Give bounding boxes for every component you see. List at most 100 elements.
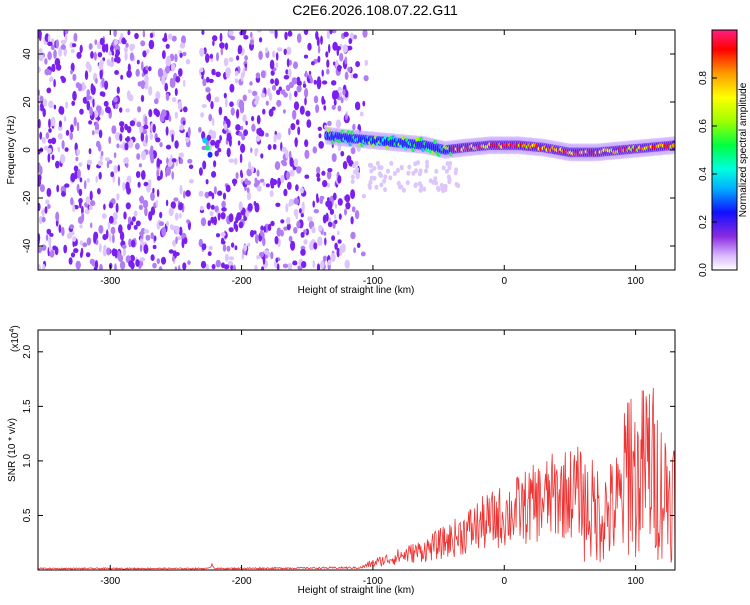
noise-speckle [156, 169, 160, 178]
noise-speckle [255, 72, 261, 79]
noise-speckle [101, 77, 105, 88]
noise-speckle [72, 90, 77, 101]
noise-speckle [289, 92, 292, 101]
noise-speckle [220, 47, 223, 56]
noise-speckle [144, 73, 149, 84]
noise-speckle [260, 70, 266, 79]
noise-speckle [75, 260, 81, 270]
noise-speckle [47, 51, 52, 61]
y-tick-label: 1.5 [22, 399, 33, 413]
noise-speckle [344, 208, 347, 216]
noise-speckle [271, 84, 277, 91]
noise-speckle [225, 97, 228, 108]
noise-speckle [168, 207, 174, 217]
noise-speckle [100, 59, 104, 66]
noise-speckle [142, 30, 146, 38]
noise-speckle [70, 197, 74, 206]
noise-speckle [234, 78, 239, 84]
noise-speckle [119, 133, 123, 142]
noise-speckle [108, 202, 114, 209]
noise-speckle [149, 32, 154, 38]
noise-speckle [168, 115, 172, 122]
noise-speckle [293, 208, 299, 217]
noise-speckle [223, 57, 229, 67]
noise-speckle [86, 237, 92, 246]
noise-speckle [273, 134, 277, 143]
noise-speckle [315, 104, 320, 113]
noise-speckle [47, 147, 52, 154]
noise-speckle [293, 158, 299, 168]
noise-speckle [76, 51, 82, 59]
noise-speckle [210, 101, 214, 110]
noise-speckle [327, 120, 332, 127]
noise-speckle [219, 135, 223, 142]
noise-speckle [238, 221, 244, 229]
noise-speckle [70, 252, 76, 258]
noise-speckle [113, 165, 118, 174]
noise-speckle [214, 96, 220, 103]
y-tick-label: 2.0 [22, 344, 33, 358]
noise-speckle [86, 159, 93, 165]
noise-speckle [138, 163, 142, 168]
noise-speckle [139, 195, 144, 204]
noise-speckle [299, 208, 302, 214]
noise-speckle [48, 118, 51, 129]
noise-speckle [140, 40, 146, 47]
noise-speckle [240, 143, 246, 153]
noise-speckle [57, 146, 61, 153]
noise-speckle [326, 30, 331, 40]
noise-speckle [228, 158, 235, 163]
noise-speckle [172, 239, 176, 248]
noise-speckle [149, 132, 153, 141]
noise-speckle [293, 227, 298, 234]
noise-speckle [219, 32, 223, 43]
x-tick-label: 100 [627, 276, 644, 287]
halo-speckle [447, 165, 452, 171]
noise-speckle [114, 70, 119, 75]
noise-speckle [117, 164, 121, 172]
noise-speckle [145, 234, 151, 241]
noise-speckle [148, 109, 153, 118]
noise-speckle [152, 262, 157, 269]
noise-speckle [48, 243, 52, 253]
noise-speckle [335, 59, 339, 68]
noise-speckle [228, 213, 234, 223]
ridge-core [671, 143, 675, 148]
noise-speckle [260, 229, 263, 237]
noise-speckle [243, 244, 248, 252]
noise-speckle [239, 153, 243, 164]
noise-speckle [293, 101, 300, 111]
noise-speckle [135, 142, 140, 150]
noise-speckle [78, 162, 83, 167]
noise-speckle [125, 202, 131, 210]
noise-speckle [153, 108, 159, 116]
snr-multiplier: (x104) [9, 325, 21, 352]
snr-multiplier-close: ) [10, 325, 21, 328]
halo-speckle [422, 186, 427, 192]
noise-speckle [322, 255, 327, 262]
noise-speckle [150, 254, 155, 261]
noise-speckle [102, 234, 108, 241]
halo-speckle [406, 170, 411, 176]
noise-speckle [229, 101, 234, 107]
halo-speckle [413, 161, 418, 167]
noise-speckle [206, 76, 210, 83]
noise-speckle [126, 90, 131, 100]
halo-speckle [374, 184, 379, 190]
noise-speckle [333, 61, 336, 66]
noise-speckle [326, 68, 330, 75]
noise-speckle [129, 43, 134, 52]
noise-speckle [110, 45, 114, 53]
noise-speckle [327, 168, 333, 173]
noise-speckle [127, 223, 132, 231]
halo-speckle [431, 179, 436, 185]
halo-speckle [439, 182, 444, 188]
noise-speckle [63, 244, 68, 254]
noise-speckle [119, 121, 125, 127]
noise-speckle [69, 132, 73, 140]
noise-speckle [230, 242, 235, 248]
noise-speckle [286, 222, 291, 231]
noise-speckle [61, 191, 65, 196]
noise-speckle [237, 44, 243, 55]
noise-speckle [99, 263, 103, 270]
